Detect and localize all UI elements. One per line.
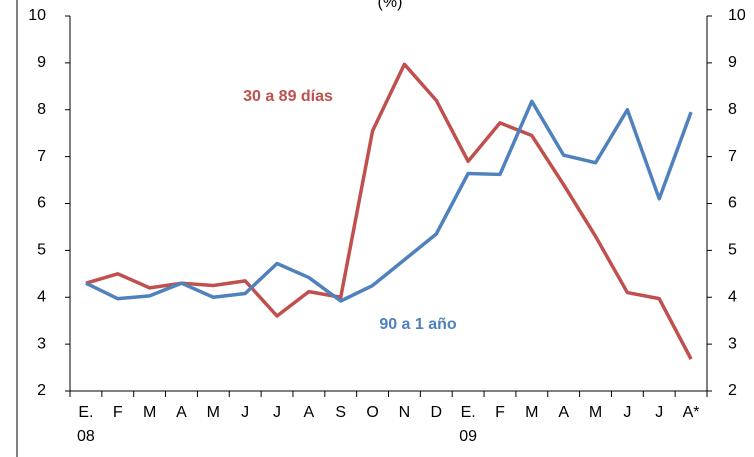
- x-tick-label: F: [495, 404, 505, 421]
- series-label: 30 a 89 días: [243, 88, 333, 105]
- x-tick-label: M: [589, 404, 602, 421]
- x-tick-label: A: [176, 404, 187, 421]
- x-tick-label: A: [304, 404, 315, 421]
- y-tick-label: 5: [37, 242, 46, 259]
- y-tick-label: 2: [37, 382, 46, 399]
- x-tick-label: E.: [461, 404, 476, 421]
- y2-tick-label: 2: [728, 382, 737, 399]
- y2-tick-label: 4: [728, 288, 737, 305]
- y-tick-label: 7: [37, 148, 46, 165]
- y2-tick-label: 10: [728, 7, 746, 24]
- x-tick-label: J: [623, 404, 631, 421]
- y2-tick-label: 8: [728, 101, 737, 118]
- y2-tick-label: 9: [728, 54, 737, 71]
- x-tick-label: M: [143, 404, 156, 421]
- y2-tick-label: 7: [728, 148, 737, 165]
- x-tick-label: A: [558, 404, 569, 421]
- y2-tick-label: 3: [728, 335, 737, 352]
- y-tick-label: 4: [37, 288, 46, 305]
- series-label: 90 a 1 año: [379, 316, 457, 333]
- x-tick-label: D: [430, 404, 442, 421]
- y-tick-label: 10: [28, 7, 46, 24]
- x-tick-label: O: [366, 404, 378, 421]
- y-tick-label: 6: [37, 195, 46, 212]
- y-tick-label: 9: [37, 54, 46, 71]
- y2-tick-label: 5: [728, 242, 737, 259]
- y-tick-label: 3: [37, 335, 46, 352]
- x-tick-label: J: [241, 404, 249, 421]
- x-year-label: 09: [459, 428, 477, 445]
- x-tick-label: E.: [78, 404, 93, 421]
- x-tick-label: N: [399, 404, 411, 421]
- y2-tick-label: 6: [728, 195, 737, 212]
- x-tick-label: M: [207, 404, 220, 421]
- x-tick-label: M: [525, 404, 538, 421]
- series-line: [85, 62, 693, 360]
- series-line: [85, 99, 693, 303]
- x-tick-label: A*: [683, 404, 700, 421]
- x-tick-label: F: [113, 404, 123, 421]
- x-tick-label: J: [655, 404, 663, 421]
- x-tick-label: J: [273, 404, 281, 421]
- x-year-label: 08: [77, 428, 95, 445]
- chart-title: (%): [378, 0, 403, 11]
- x-tick-label: S: [335, 404, 346, 421]
- y-tick-label: 8: [37, 101, 46, 118]
